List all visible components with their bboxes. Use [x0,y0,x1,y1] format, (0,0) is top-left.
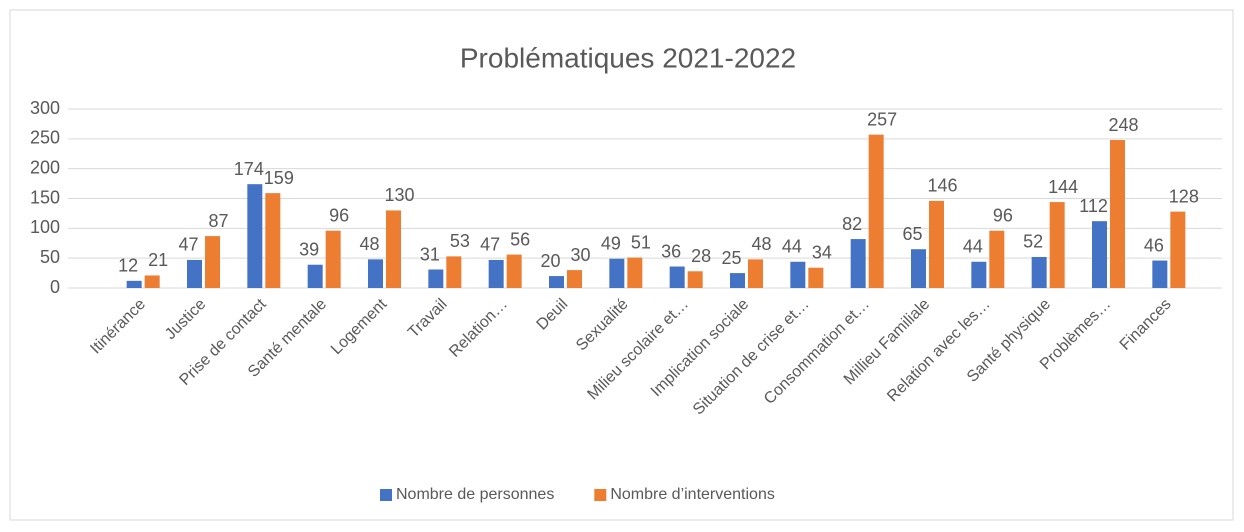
value-label: 96 [993,205,1013,225]
bar [748,259,763,288]
value-label: 34 [812,242,832,262]
legend-swatch [594,489,607,501]
value-label: 44 [963,236,983,256]
bar [187,259,202,288]
value-label: 31 [420,244,440,264]
bar [247,184,263,288]
bar [790,261,806,288]
value-label: 174 [234,159,264,179]
value-label: 82 [842,214,862,234]
legend-swatch [380,489,392,501]
bar [669,266,685,288]
bar [687,271,703,288]
y-tick-label: 250 [30,128,60,148]
legend-label: Nombre de personnes [396,486,554,503]
value-label: 130 [384,185,414,205]
value-label: 48 [359,234,379,254]
bar [627,257,643,288]
value-label: 46 [1144,235,1164,255]
value-label: 48 [751,234,771,254]
y-tick-label: 300 [30,98,60,118]
value-label: 65 [902,224,922,244]
y-tick-label: 50 [40,247,60,267]
bar [1110,140,1125,288]
value-label: 56 [510,229,530,249]
value-label: 128 [1169,186,1199,206]
value-label: 21 [148,250,168,270]
value-label: 44 [782,236,802,256]
value-label: 36 [661,241,681,261]
bar [929,200,944,288]
value-label: 30 [570,245,590,265]
bar [1031,256,1047,288]
bar [1170,211,1186,288]
value-label: 53 [450,231,470,251]
bar [488,259,504,288]
value-label: 47 [480,235,500,255]
value-label: 39 [299,239,319,259]
bar [126,280,142,288]
value-label: 87 [208,211,228,231]
bar [609,258,625,288]
y-tick-label: 100 [30,217,60,237]
bar [989,230,1005,288]
bar [144,275,160,288]
bar [506,254,522,288]
value-label: 49 [601,234,621,254]
bar [428,269,444,288]
bar [730,273,745,288]
legend-label: Nombre d’interventions [610,486,775,503]
value-label: 146 [927,176,957,196]
bar [368,259,383,288]
value-label: 257 [867,109,897,129]
y-tick-label: 0 [50,277,60,297]
value-label: 25 [721,248,741,268]
value-label: 96 [329,205,349,225]
value-label: 52 [1023,232,1043,252]
bar [808,267,824,288]
bar [850,239,866,288]
value-label: 28 [691,246,711,266]
chart-title: Problématiques 2021-2022 [460,42,796,73]
bar [868,134,884,288]
bar [205,236,220,288]
value-label: 112 [1079,196,1108,216]
bar [1152,260,1168,288]
bar [1049,202,1065,288]
value-label: 159 [264,168,294,188]
bar [386,210,401,288]
bar [567,270,582,288]
bar [549,276,564,288]
bar [446,256,462,288]
bar [971,261,987,288]
value-label: 20 [540,251,560,271]
bar [265,193,281,288]
bar [1092,221,1107,288]
value-label: 248 [1108,115,1138,135]
bar [325,230,341,288]
bar [307,264,323,288]
bar [911,249,926,288]
value-label: 12 [118,256,138,276]
value-label: 51 [631,232,651,252]
value-label: 47 [178,235,198,255]
value-label: 144 [1048,177,1078,197]
y-tick-label: 200 [30,157,60,177]
y-tick-label: 150 [30,187,60,207]
